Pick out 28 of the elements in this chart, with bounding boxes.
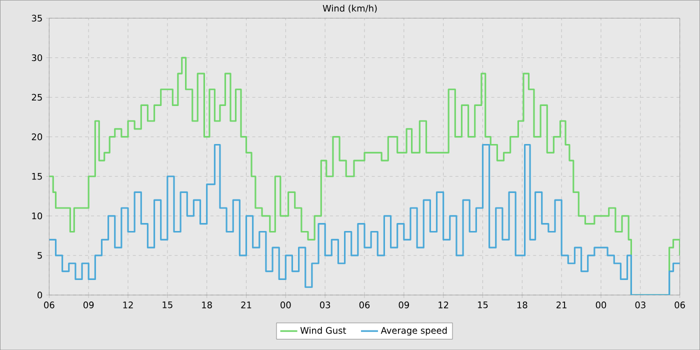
x-tick-label: 15 [162, 301, 172, 308]
x-tick-label: 00 [280, 301, 291, 308]
x-tick-label: 03 [320, 301, 330, 308]
x-tick-label: 18 [202, 301, 212, 308]
x-tick-label: 15 [478, 301, 488, 308]
x-tick-label: 09 [83, 301, 94, 308]
y-tick-label: 25 [32, 94, 42, 101]
x-tick-label: 06 [674, 301, 685, 308]
x-tick-label: 09 [398, 301, 409, 308]
x-tick-label: 21 [556, 301, 566, 308]
x-tick-label: 18 [517, 301, 528, 308]
y-tick-label: 30 [32, 54, 42, 62]
x-tick-label: 03 [635, 301, 646, 308]
y-tick-label: 35 [32, 14, 42, 22]
y-tick-label: 5 [38, 252, 42, 259]
legend-label: Average speed [380, 326, 447, 336]
x-tick-label: 12 [438, 301, 448, 308]
x-tick-label: 06 [359, 301, 370, 308]
y-tick-label: 0 [38, 292, 42, 298]
chart-title: Wind (km/h) [322, 4, 377, 13]
x-tick-label: 21 [241, 301, 252, 308]
legend-label: Wind Gust [300, 326, 346, 334]
x-tick-label: 00 [596, 301, 606, 308]
x-tick-label: 06 [44, 301, 54, 308]
y-tick-label: 15 [32, 172, 42, 180]
x-tick-label: 12 [123, 301, 133, 308]
y-tick-label: 10 [32, 212, 42, 220]
y-tick-label: 20 [32, 133, 42, 140]
